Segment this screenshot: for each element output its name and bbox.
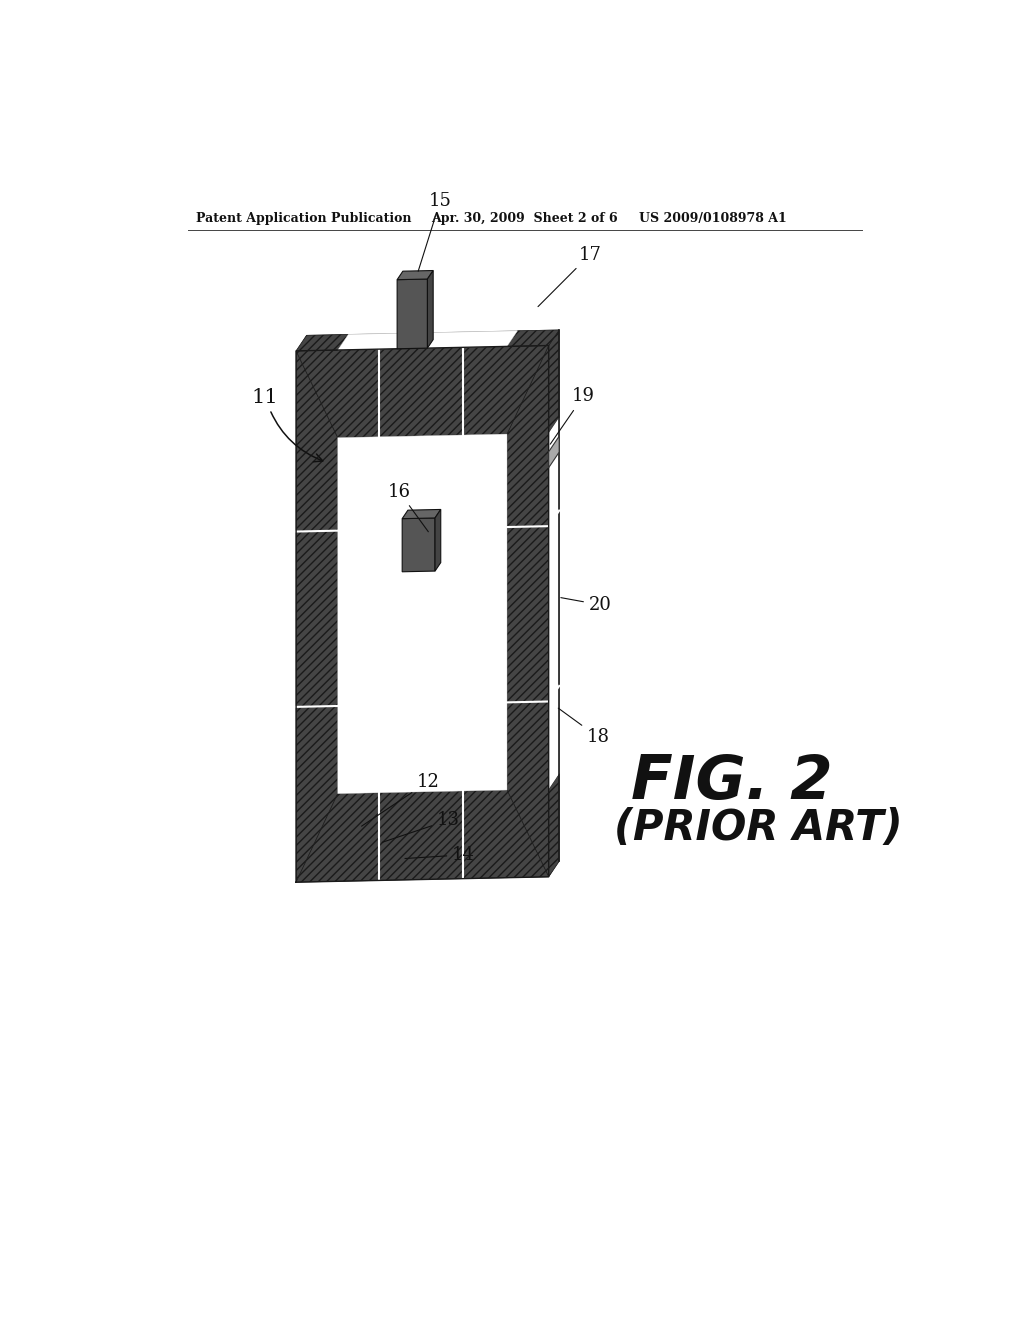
Polygon shape [338, 434, 507, 793]
Text: 11: 11 [252, 388, 323, 462]
Polygon shape [427, 271, 433, 348]
Text: 15: 15 [418, 191, 452, 272]
Polygon shape [507, 330, 559, 346]
Polygon shape [296, 330, 559, 351]
Polygon shape [296, 346, 549, 882]
Polygon shape [296, 791, 549, 882]
Polygon shape [296, 334, 348, 351]
Text: 14: 14 [404, 846, 475, 863]
Polygon shape [435, 510, 440, 572]
Text: 17: 17 [538, 246, 601, 306]
Polygon shape [296, 346, 549, 438]
Polygon shape [338, 331, 517, 350]
Polygon shape [549, 436, 559, 467]
Text: 20: 20 [561, 595, 611, 614]
Text: 19: 19 [550, 387, 595, 444]
Polygon shape [296, 346, 549, 882]
Text: Apr. 30, 2009  Sheet 2 of 6: Apr. 30, 2009 Sheet 2 of 6 [431, 213, 617, 224]
Polygon shape [549, 330, 559, 876]
Text: 13: 13 [382, 810, 460, 842]
Text: US 2009/0108978 A1: US 2009/0108978 A1 [639, 213, 786, 224]
Polygon shape [402, 510, 440, 519]
Text: (PRIOR ART): (PRIOR ART) [614, 808, 903, 849]
Polygon shape [549, 417, 559, 789]
Text: FIG. 2: FIG. 2 [631, 752, 833, 812]
Polygon shape [397, 279, 427, 348]
Polygon shape [397, 271, 433, 280]
Polygon shape [549, 774, 559, 876]
Polygon shape [507, 346, 549, 876]
Text: 16: 16 [388, 483, 428, 532]
Text: 12: 12 [361, 772, 440, 826]
Text: 18: 18 [558, 708, 610, 746]
Text: Patent Application Publication: Patent Application Publication [196, 213, 412, 224]
Polygon shape [296, 351, 338, 882]
Polygon shape [549, 330, 559, 433]
Polygon shape [402, 517, 435, 572]
